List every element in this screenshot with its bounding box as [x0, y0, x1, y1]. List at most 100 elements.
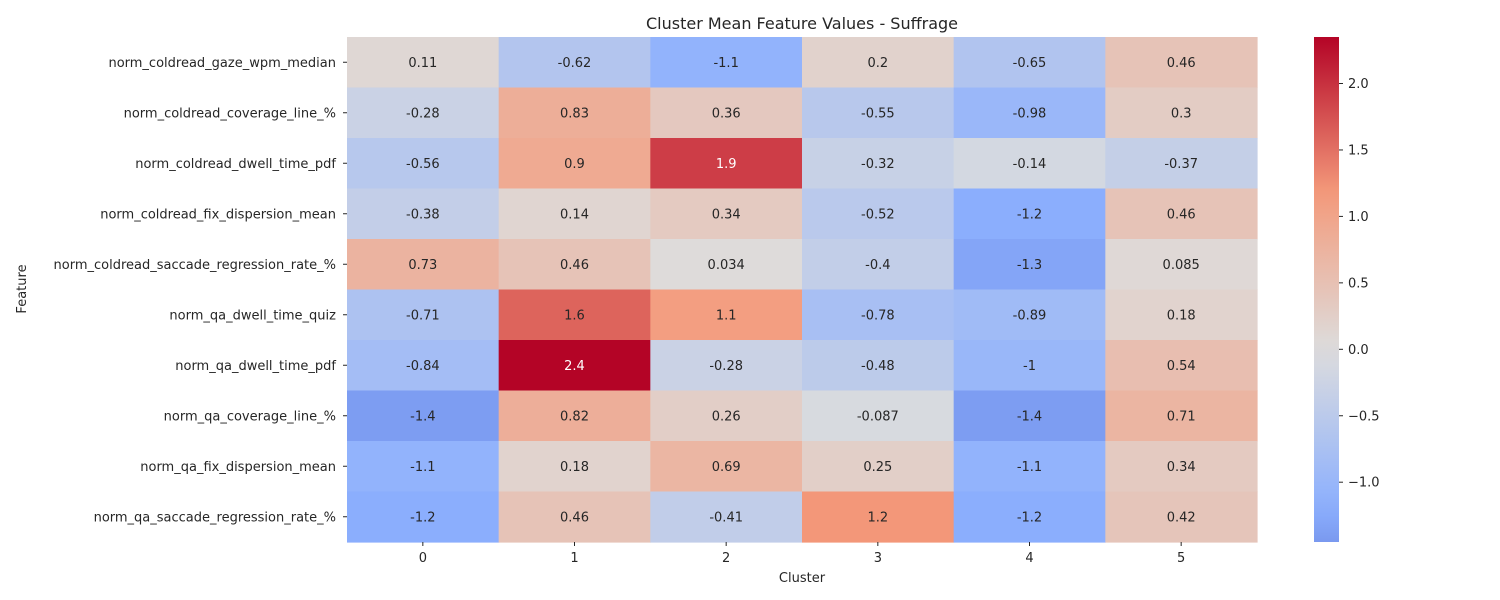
cell-value-label: 0.46	[560, 510, 589, 525]
cell-value-label: 0.46	[1167, 56, 1196, 71]
cell-value-label: 2.4	[564, 359, 585, 374]
heatmap-cell	[498, 441, 651, 493]
colorbar-tick-label: −1.0	[1348, 476, 1380, 491]
heatmap-cell	[1105, 491, 1258, 543]
cell-value-label: 0.9	[564, 157, 585, 172]
heatmap-cell	[953, 491, 1106, 543]
cell-value-label: -0.087	[857, 409, 899, 424]
heatmap-cell	[1105, 188, 1258, 240]
chart-title: Cluster Mean Feature Values - Suffrage	[646, 14, 958, 33]
cell-value-label: -0.84	[406, 359, 440, 374]
cell-value-label: 0.25	[863, 460, 892, 475]
cell-value-label: -1.4	[1017, 409, 1042, 424]
y-tick-label: norm_coldread_fix_dispersion_mean	[100, 207, 336, 222]
heatmap-cell	[802, 87, 955, 139]
cell-value-label: 1.6	[564, 308, 585, 323]
heatmap-cell	[498, 37, 651, 89]
heatmap-cell	[347, 37, 500, 89]
y-tick-label: norm_qa_coverage_line_%	[164, 409, 336, 424]
cell-value-label: 0.11	[408, 56, 437, 71]
heatmap-cell	[802, 138, 955, 190]
heatmap-cell	[802, 390, 955, 442]
cell-value-label: 0.46	[560, 258, 589, 273]
heatmap-cell	[347, 188, 500, 240]
heatmap-cell	[1105, 138, 1258, 190]
heatmap-cell	[650, 138, 803, 190]
x-tick-labels: 0 1 2 3 4 5	[419, 542, 1185, 566]
heatmap-cell	[650, 289, 803, 341]
heatmap-cell	[1105, 340, 1258, 392]
colorbar-ticks: 2.0 1.5 1.0 0.5 0.0 −0.5 −1.0	[1339, 77, 1380, 491]
cell-value-label: 0.36	[712, 106, 741, 121]
cell-value-label: -0.65	[1013, 56, 1047, 71]
cell-value-label: 0.69	[712, 460, 741, 475]
cell-value-label: 0.54	[1167, 359, 1196, 374]
y-tick-label: norm_coldread_coverage_line_%	[124, 106, 336, 121]
cell-value-label: 0.83	[560, 106, 589, 121]
cell-value-label: 0.2	[867, 56, 888, 71]
colorbar	[1314, 37, 1339, 542]
cell-value-label: 0.34	[712, 207, 741, 222]
cell-value-label: 0.14	[560, 207, 589, 222]
heatmap-cell	[802, 340, 955, 392]
y-tick-label: norm_coldread_dwell_time_pdf	[135, 157, 336, 172]
cell-value-label: 0.034	[708, 258, 745, 273]
cell-value-label: -1.1	[410, 460, 435, 475]
heatmap-cells: 0.11 -0.62 -1.1 0.2 -0.65 0.46 -0.28 0.83 0.36 -0…	[347, 37, 1258, 543]
colorbar-tick-label: 0.5	[1348, 276, 1369, 291]
cell-value-label: -0.28	[709, 359, 743, 374]
heatmap-cell	[802, 37, 955, 89]
x-tick-label: 1	[570, 551, 578, 566]
colorbar-tick-label: −0.5	[1348, 409, 1380, 424]
heatmap-cell	[953, 340, 1106, 392]
heatmap-cell	[953, 87, 1106, 139]
y-axis-label: Feature	[15, 264, 30, 313]
cell-value-label: 1.1	[716, 308, 737, 323]
heatmap-cell	[650, 441, 803, 493]
cell-value-label: 0.26	[712, 409, 741, 424]
heatmap-cell	[953, 239, 1106, 291]
heatmap-cell	[650, 239, 803, 291]
cell-value-label: -0.89	[1013, 308, 1047, 323]
heatmap-cell	[802, 239, 955, 291]
cell-value-label: -0.32	[861, 157, 895, 172]
cell-value-label: 0.71	[1167, 409, 1196, 424]
heatmap-cell	[1105, 289, 1258, 341]
x-tick-label: 4	[1025, 551, 1033, 566]
cell-value-label: -1.4	[410, 409, 435, 424]
heatmap-cell	[802, 188, 955, 240]
cell-value-label: 0.42	[1167, 510, 1196, 525]
cell-value-label: 0.3	[1171, 106, 1192, 121]
y-tick-label: norm_qa_dwell_time_quiz	[169, 308, 336, 323]
colorbar-tick-label: 1.0	[1348, 210, 1369, 225]
heatmap-cell	[1105, 37, 1258, 89]
heatmap-cell	[498, 340, 651, 392]
cell-value-label: -0.48	[861, 359, 895, 374]
heatmap-cell	[953, 390, 1106, 442]
cell-value-label: 1.9	[716, 157, 737, 172]
cell-value-label: 1.2	[867, 510, 888, 525]
cell-value-label: -0.52	[861, 207, 895, 222]
cell-value-label: 0.34	[1167, 460, 1196, 475]
x-tick-label: 3	[874, 551, 882, 566]
heatmap-cell	[802, 441, 955, 493]
cell-value-label: -0.28	[406, 106, 440, 121]
cell-value-label: -0.37	[1164, 157, 1198, 172]
heatmap-cell	[802, 491, 955, 543]
heatmap-cell	[498, 491, 651, 543]
heatmap-cell	[498, 289, 651, 341]
y-tick-label: norm_qa_saccade_regression_rate_%	[94, 510, 336, 525]
heatmap-cell	[498, 87, 651, 139]
heatmap-cell	[347, 491, 500, 543]
cell-value-label: -1.2	[410, 510, 435, 525]
heatmap-cell	[802, 289, 955, 341]
y-tick-label: norm_coldread_saccade_regression_rate_%	[54, 258, 336, 273]
heatmap-cell	[347, 340, 500, 392]
colorbar-tick-label: 0.0	[1348, 343, 1369, 358]
cell-value-label: 0.82	[560, 409, 589, 424]
cell-value-label: 0.085	[1163, 258, 1200, 273]
x-tick-label: 5	[1177, 551, 1185, 566]
cell-value-label: -1.3	[1017, 258, 1042, 273]
cell-value-label: -0.98	[1013, 106, 1047, 121]
